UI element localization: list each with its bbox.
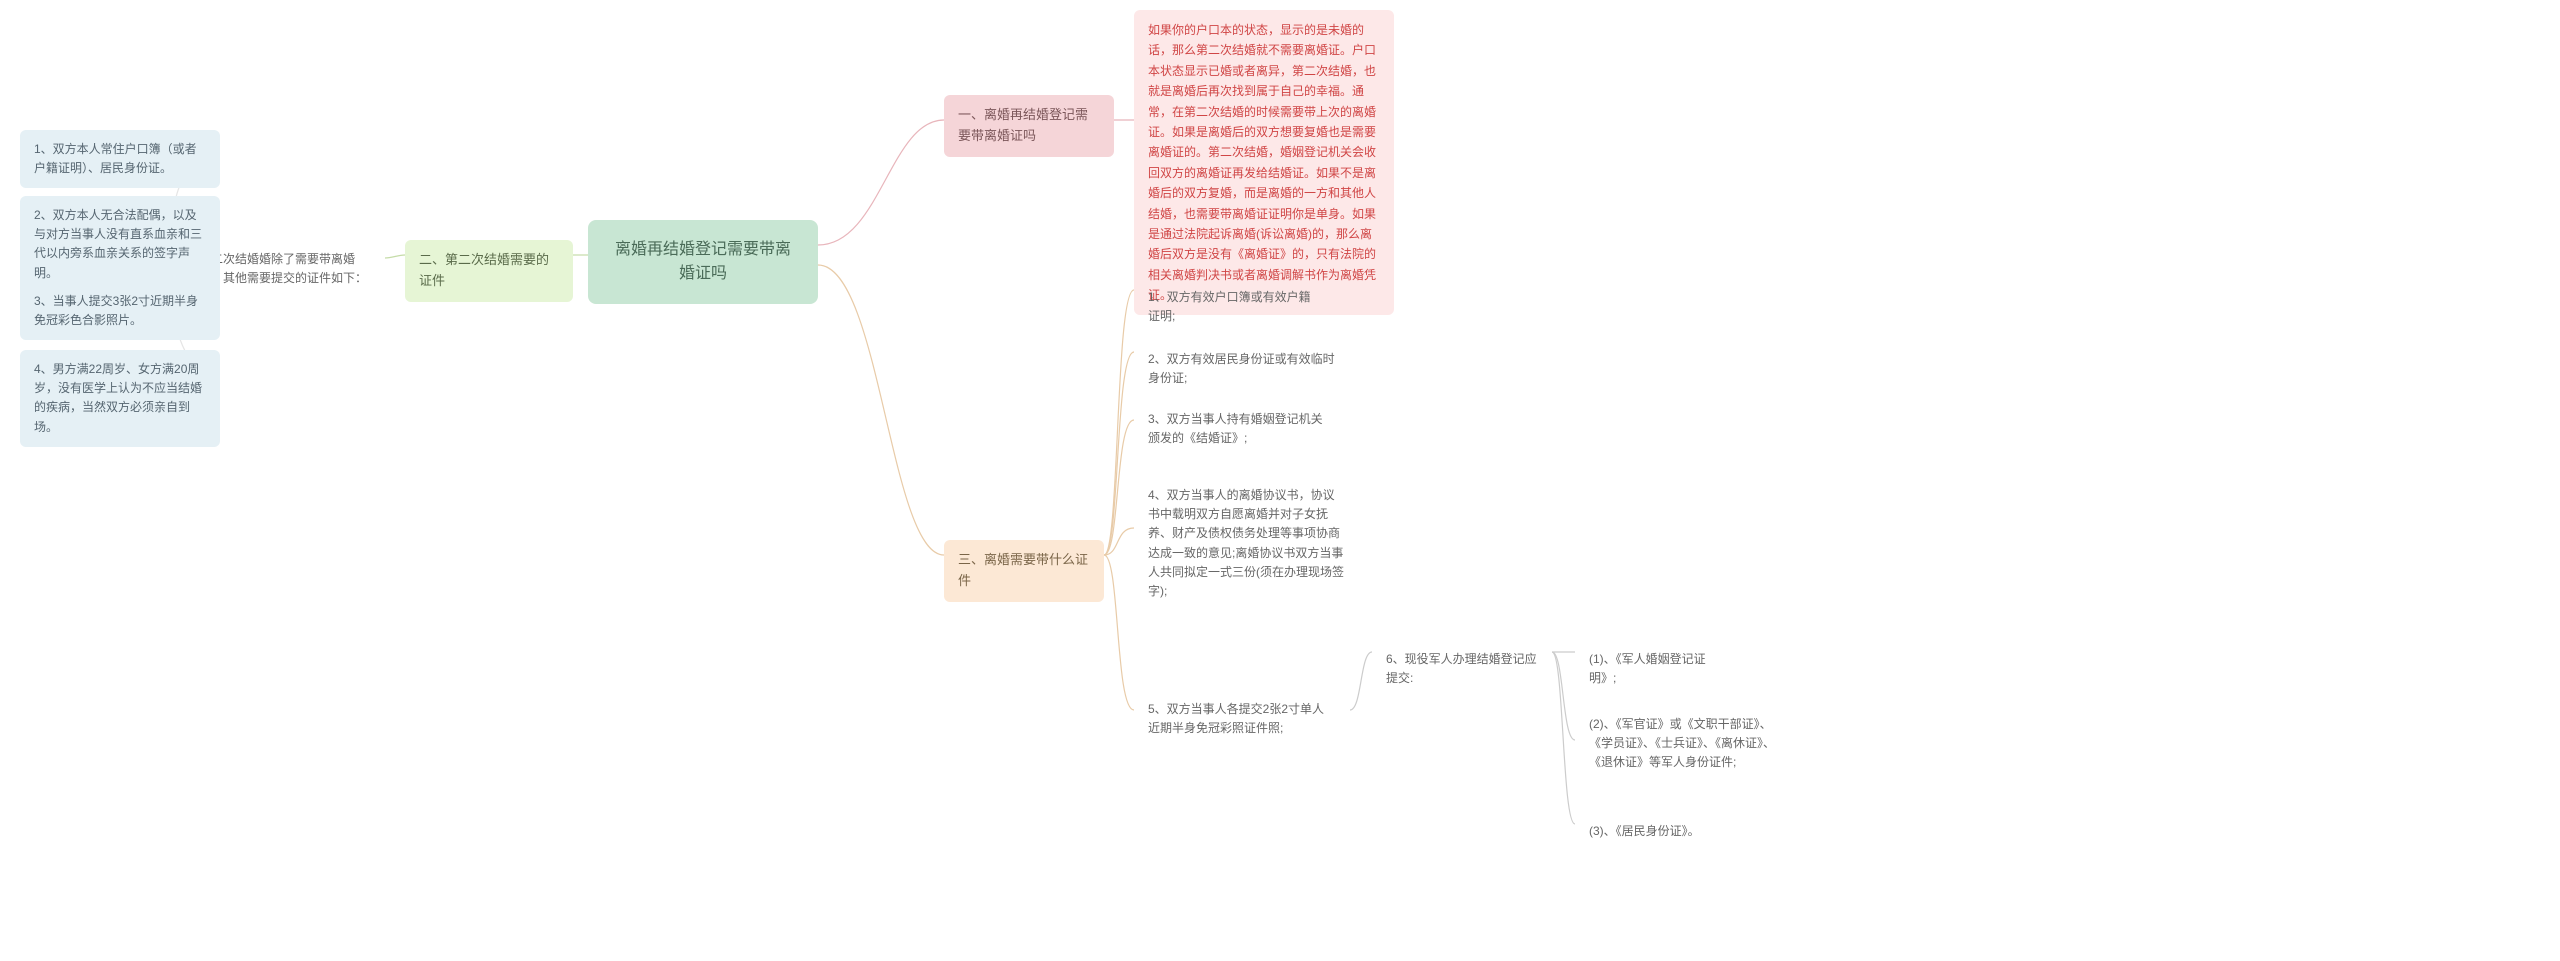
branch-3-item-4: 4、双方当事人的离婚协议书，协议书中载明双方自愿离婚并对子女抚养、财产及债权债务…: [1134, 476, 1358, 611]
root-node[interactable]: 离婚再结婚登记需要带离婚证吗: [588, 220, 818, 304]
branch-2-item-1: 1、双方本人常住户口簿（或者户籍证明）、居民身份证。: [20, 130, 220, 188]
root-text: 离婚再结婚登记需要带离婚证吗: [615, 241, 791, 282]
branch-2-item-2: 2、双方本人无合法配偶，以及与对方当事人没有直系血亲和三代以内旁系血亲关系的签字…: [20, 196, 220, 293]
branch-3-subitem-2: (2)、《军官证》或《文职干部证》、《学员证》、《士兵证》、《离休证》、《退休证…: [1575, 705, 1795, 783]
branch-1[interactable]: 一、离婚再结婚登记需要带离婚证吗: [944, 95, 1114, 157]
branch-3-item-2: 2、双方有效居民身份证或有效临时身份证;: [1134, 340, 1354, 398]
branch-2[interactable]: 二、第二次结婚需要的证件: [405, 240, 573, 302]
branch-3-label: 三、离婚需要带什么证件: [958, 552, 1088, 588]
branch-3-item-5: 5、双方当事人各提交2张2寸单人近期半身免冠彩照证件照;: [1134, 690, 1350, 748]
branch-3-subitem-1: (1)、《军人婚姻登记证明》;: [1575, 640, 1745, 698]
branch-2-intro-text: 第二次结婚婚除了需要带离婚证，其他需要提交的证件如下：: [199, 252, 367, 285]
branch-2-item-3: 3、当事人提交3张2寸近期半身免冠彩色合影照片。: [20, 282, 220, 340]
branch-3-item-1: 1、双方有效户口簿或有效户籍证明;: [1134, 278, 1334, 336]
branch-1-label: 一、离婚再结婚登记需要带离婚证吗: [958, 107, 1088, 143]
branch-3-item-5-sub: 6、现役军人办理结婚登记应提交:: [1372, 640, 1552, 698]
branch-3[interactable]: 三、离婚需要带什么证件: [944, 540, 1104, 602]
branch-2-label: 二、第二次结婚需要的证件: [419, 252, 549, 288]
branch-3-subitem-3: (3)、《居民身份证》。: [1575, 812, 1715, 851]
branch-1-note: 如果你的户口本的状态，显示的是未婚的话，那么第二次结婚就不需要离婚证。户口本状态…: [1134, 10, 1394, 315]
branch-1-note-text: 如果你的户口本的状态，显示的是未婚的话，那么第二次结婚就不需要离婚证。户口本状态…: [1148, 23, 1376, 302]
branch-3-item-3: 3、双方当事人持有婚姻登记机关颁发的《结婚证》;: [1134, 400, 1344, 458]
branch-2-item-4: 4、男方满22周岁、女方满20周岁，没有医学上认为不应当结婚的疾病，当然双方必须…: [20, 350, 220, 447]
